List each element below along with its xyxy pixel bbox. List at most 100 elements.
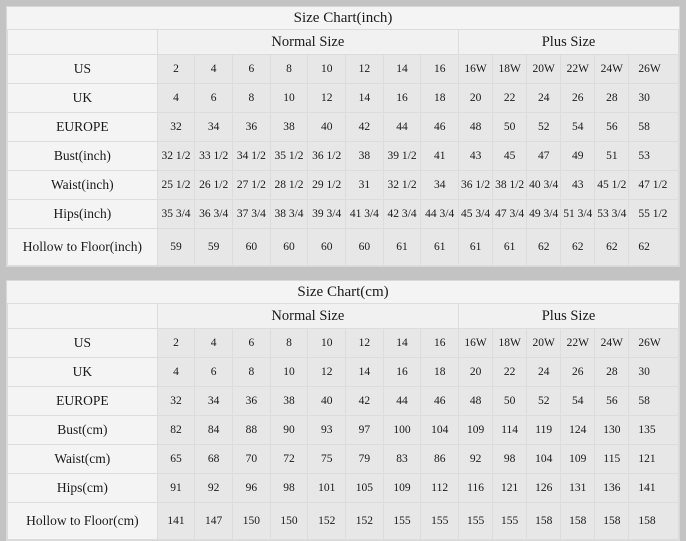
data-cell: 158 (594, 502, 630, 540)
row-label: Hips(cm) (7, 473, 158, 503)
data-cell: 20W (526, 54, 562, 84)
data-cell: 155 (382, 502, 422, 540)
data-cell: 28 (594, 83, 630, 113)
data-cell: 86 (420, 444, 460, 474)
data-cell: 24W (594, 54, 630, 84)
data-cell: 20W (526, 328, 562, 358)
data-cell: 56 (594, 386, 630, 416)
data-cell: 152 (345, 502, 384, 540)
data-cell: 158 (526, 502, 562, 540)
data-cell: 100 (382, 415, 422, 445)
data-cell: 34 (194, 112, 234, 142)
data-cell: 155 (458, 502, 494, 540)
data-cell: 92 (458, 444, 494, 474)
data-cell: 4 (156, 357, 196, 387)
data-cell: 44 (382, 386, 422, 416)
data-cell: 38 (269, 386, 309, 416)
row-label: EUROPE (7, 386, 158, 416)
size-chart-page: Size Chart(inch) Normal Size Plus Size US 2 4… (6, 6, 680, 541)
data-cell: 20 (458, 357, 494, 387)
data-cell: 28 1/2 (269, 170, 309, 200)
data-cell: 126 (526, 473, 562, 503)
data-cell: 47 (526, 141, 562, 171)
data-cell: 36 (232, 112, 271, 142)
data-cell: 31 (345, 170, 384, 200)
data-cell: 62 (628, 228, 679, 266)
table-row: US 2 4 6 8 10 12 14 16 16W 18W 20W 22W 24W 26W (7, 54, 679, 84)
data-cell: 121 (628, 444, 679, 474)
data-cell: 35 1/2 (269, 141, 309, 171)
data-cell: 6 (194, 83, 234, 113)
data-cell: 38 1/2 (492, 170, 528, 200)
data-cell: 36 3/4 (194, 199, 234, 229)
data-cell: 60 (307, 228, 347, 266)
data-cell: 98 (269, 473, 309, 503)
data-cell: 96 (232, 473, 271, 503)
data-cell: 8 (269, 54, 309, 84)
data-cell: 12 (345, 328, 384, 358)
data-cell: 34 1/2 (232, 141, 271, 171)
data-cell: 2 (156, 328, 196, 358)
row-label: US (7, 54, 158, 84)
data-cell: 84 (194, 415, 234, 445)
data-cell: 6 (232, 54, 271, 84)
data-cell: 30 (628, 357, 679, 387)
data-cell: 53 3/4 (594, 199, 630, 229)
data-cell: 18 (420, 357, 460, 387)
data-cell: 40 (307, 386, 347, 416)
data-cell: 10 (307, 328, 347, 358)
data-cell: 104 (420, 415, 460, 445)
data-cell: 109 (560, 444, 596, 474)
row-label: Hollow to Floor(cm) (7, 502, 158, 540)
group-header-plus-size: Plus Size (458, 29, 679, 55)
size-table: Size Chart(cm) Normal Size Plus Size US 2 4 6 8… (7, 281, 679, 540)
group-header-corner (7, 29, 158, 55)
data-cell: 43 (560, 170, 596, 200)
data-cell: 43 (458, 141, 494, 171)
data-cell: 26 (560, 83, 596, 113)
table-row: EUROPE 32 34 36 38 40 42 44 46 48 50 52 54 56 58 (7, 112, 679, 142)
data-cell: 48 (458, 386, 494, 416)
data-cell: 46 (420, 112, 460, 142)
data-cell: 136 (594, 473, 630, 503)
data-cell: 10 (269, 83, 309, 113)
data-cell: 39 1/2 (382, 141, 422, 171)
data-cell: 61 (420, 228, 460, 266)
table-row: Bust(cm) 82 84 88 90 93 97 100 104 109 114 119 124 13… (7, 415, 679, 445)
data-cell: 131 (560, 473, 596, 503)
data-cell: 40 (307, 112, 347, 142)
data-cell: 42 3/4 (382, 199, 422, 229)
data-cell: 16 (420, 328, 460, 358)
data-cell: 26 1/2 (194, 170, 234, 200)
data-cell: 62 (560, 228, 596, 266)
data-cell: 70 (232, 444, 271, 474)
data-cell: 150 (269, 502, 309, 540)
group-header-row: Normal Size Plus Size (7, 29, 679, 55)
data-cell: 109 (458, 415, 494, 445)
data-cell: 24 (526, 357, 562, 387)
data-cell: 14 (382, 328, 422, 358)
data-cell: 47 1/2 (628, 170, 679, 200)
group-header-normal-size: Normal Size (156, 29, 460, 55)
data-cell: 22W (560, 54, 596, 84)
table-row: UK 4 6 8 10 12 14 16 18 20 22 24 26 28 30 (7, 83, 679, 113)
data-cell: 41 (420, 141, 460, 171)
row-label: UK (7, 357, 158, 387)
data-cell: 26W (628, 54, 679, 84)
data-cell: 119 (526, 415, 562, 445)
data-cell: 26W (628, 328, 679, 358)
chart-title-row: Size Chart(cm) (7, 281, 679, 304)
data-cell: 42 (345, 112, 384, 142)
data-cell: 105 (345, 473, 384, 503)
data-cell: 6 (194, 357, 234, 387)
table-row: US 2 4 6 8 10 12 14 16 16W 18W 20W 22W 24W 26W (7, 328, 679, 358)
data-cell: 52 (526, 386, 562, 416)
data-cell: 24 (526, 83, 562, 113)
data-cell: 32 1/2 (382, 170, 422, 200)
data-cell: 16 (420, 54, 460, 84)
data-cell: 49 3/4 (526, 199, 562, 229)
data-cell: 2 (156, 54, 196, 84)
data-cell: 150 (232, 502, 271, 540)
data-cell: 4 (194, 54, 234, 84)
data-cell: 147 (194, 502, 234, 540)
